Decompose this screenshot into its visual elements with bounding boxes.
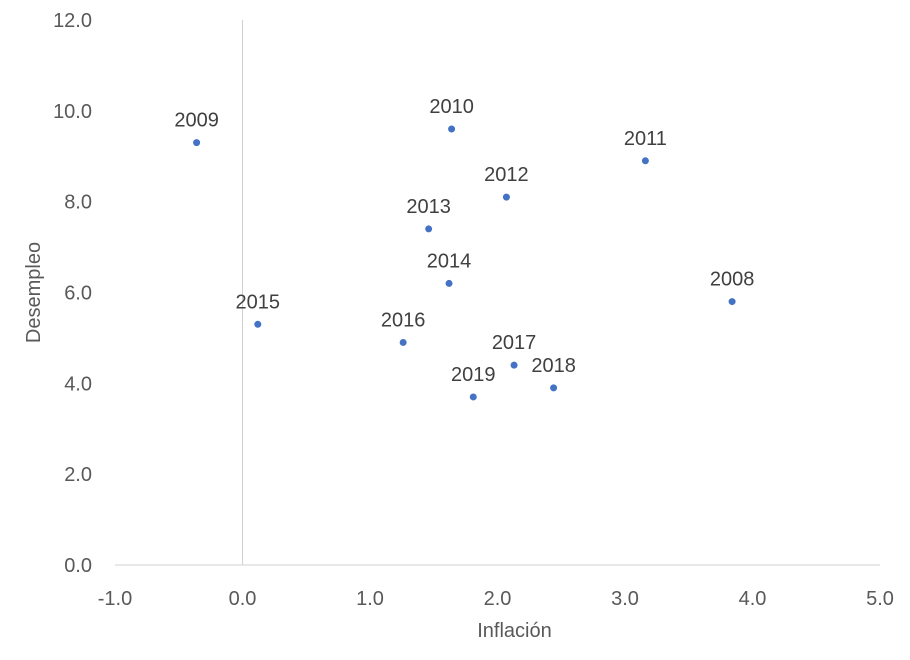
data-label-2009: 2009	[174, 110, 219, 132]
x-tick-label: 4.0	[739, 588, 767, 610]
data-point-2014	[445, 279, 453, 287]
data-point-2018	[550, 384, 558, 392]
data-labels: 2008 2009 2010 2011 2012 2013 2014 2015 2016 2017…	[174, 96, 754, 386]
data-label-2016: 2016	[381, 309, 426, 331]
data-point-2015	[254, 320, 262, 328]
data-label-2017: 2017	[492, 332, 537, 354]
y-tick-label: 8.0	[64, 192, 92, 214]
data-point-2016	[399, 338, 407, 346]
x-tick-label: 2.0	[484, 588, 512, 610]
data-label-2013: 2013	[406, 196, 451, 218]
data-point-2009	[193, 139, 201, 147]
data-label-2011: 2011	[624, 128, 667, 150]
x-tick-label: 1.0	[356, 588, 384, 610]
y-tick-label: 2.0	[64, 464, 92, 486]
y-tick-label: 12.0	[53, 10, 92, 32]
data-point-2017	[510, 361, 518, 369]
x-tick-label: 3.0	[611, 588, 639, 610]
data-point-2011	[641, 157, 649, 165]
y-tick-label: 6.0	[64, 283, 92, 305]
data-label-2010: 2010	[429, 96, 474, 118]
data-point-2010	[448, 125, 456, 133]
y-tick-label: 10.0	[53, 101, 92, 123]
data-label-2019: 2019	[451, 364, 496, 386]
data-points	[193, 125, 736, 401]
x-tick-label: 5.0	[866, 588, 894, 610]
y-axis-ticks: 0.0 2.0 4.0 6.0 8.0 10.0 12.0	[53, 10, 92, 577]
x-axis-ticks: -1.0 0.0 1.0 2.0 3.0 4.0 5.0	[98, 588, 894, 610]
x-tick-label: 0.0	[229, 588, 257, 610]
data-point-2008	[728, 298, 736, 306]
y-tick-label: 0.0	[64, 555, 92, 577]
data-point-2012	[502, 193, 510, 201]
data-label-2015: 2015	[236, 291, 281, 313]
axes	[115, 20, 880, 566]
data-label-2014: 2014	[427, 250, 472, 272]
x-axis-title: Inflación	[477, 620, 552, 642]
data-label-2018: 2018	[531, 355, 576, 377]
x-tick-label: -1.0	[98, 588, 132, 610]
y-tick-label: 4.0	[64, 373, 92, 395]
y-axis-title: Desempleo	[23, 242, 45, 343]
data-point-2013	[425, 225, 433, 233]
data-point-2019	[469, 393, 477, 401]
data-label-2008: 2008	[710, 269, 755, 291]
data-label-2012: 2012	[484, 164, 529, 186]
